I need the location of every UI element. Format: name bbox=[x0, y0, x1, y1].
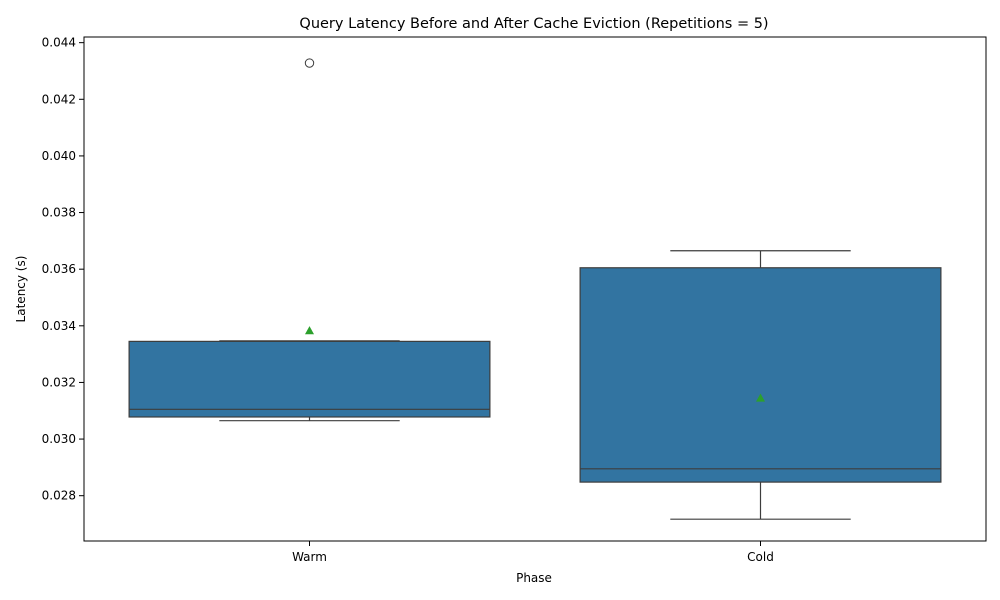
y-axis-title: Latency (s) bbox=[14, 256, 28, 323]
x-tick-label-warm: Warm bbox=[292, 550, 327, 564]
y-tick-label: 0.036 bbox=[42, 262, 76, 276]
y-tick-label: 0.032 bbox=[42, 375, 76, 389]
x-axis: Warm Cold bbox=[292, 541, 774, 564]
plot-area bbox=[128, 58, 942, 520]
y-tick-label: 0.034 bbox=[42, 319, 76, 333]
box-warm bbox=[128, 340, 491, 418]
chart-title: Query Latency Before and After Cache Evi… bbox=[299, 16, 768, 32]
plot-frame bbox=[83, 36, 987, 542]
box-cold bbox=[579, 267, 942, 483]
mean-marker-warm bbox=[305, 326, 314, 335]
x-tick-label-cold: Cold bbox=[747, 550, 774, 564]
y-tick-label: 0.028 bbox=[42, 489, 76, 503]
mean-marker-cold bbox=[756, 393, 765, 402]
y-tick-label: 0.044 bbox=[42, 36, 76, 50]
outlier-point-warm bbox=[304, 58, 315, 68]
y-axis: 0.028 0.030 0.032 0.034 0.036 0.038 0.040 0.042… bbox=[42, 36, 84, 503]
y-tick-label: 0.038 bbox=[42, 206, 76, 220]
x-axis-title: Phase bbox=[516, 571, 552, 585]
y-tick-label: 0.042 bbox=[42, 92, 76, 106]
y-tick-label: 0.030 bbox=[42, 432, 76, 446]
y-tick-label: 0.040 bbox=[42, 149, 76, 163]
